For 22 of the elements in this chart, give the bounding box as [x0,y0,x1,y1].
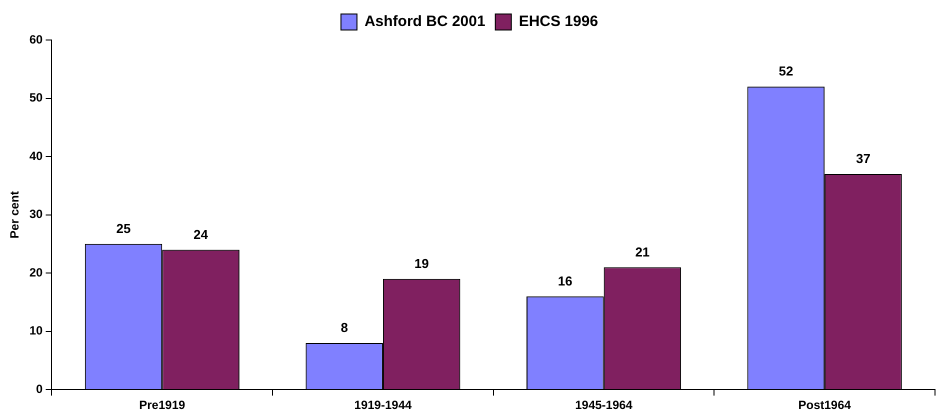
y-tick-label: 30 [29,207,44,222]
x-tick-label: Post1964 [798,398,852,412]
legend-label: EHCS 1996 [518,13,598,30]
data-label: 52 [778,64,794,79]
y-axis-title: Per cent [8,191,22,238]
y-tick-label: 60 [29,32,44,46]
data-label: 37 [856,151,870,166]
x-tick-label: Pre1919 [139,398,186,412]
x-tick-label: 1945-1964 [575,398,633,412]
data-label: 8 [340,320,348,336]
data-label: 21 [635,244,650,260]
data-label: 25 [116,221,131,236]
data-label: 16 [558,273,572,288]
data-label: 24 [194,226,209,242]
x-tick-label: 1919-1944 [354,398,412,412]
y-tick-label: 20 [29,265,44,280]
y-tick-label: 40 [29,148,44,163]
y-tick-label: 0 [36,382,44,396]
y-tick-label: 10 [29,324,44,338]
data-label: 19 [414,256,429,271]
legend-label: Ashford BC 2001 [364,13,486,30]
y-tick-label: 50 [29,90,44,105]
